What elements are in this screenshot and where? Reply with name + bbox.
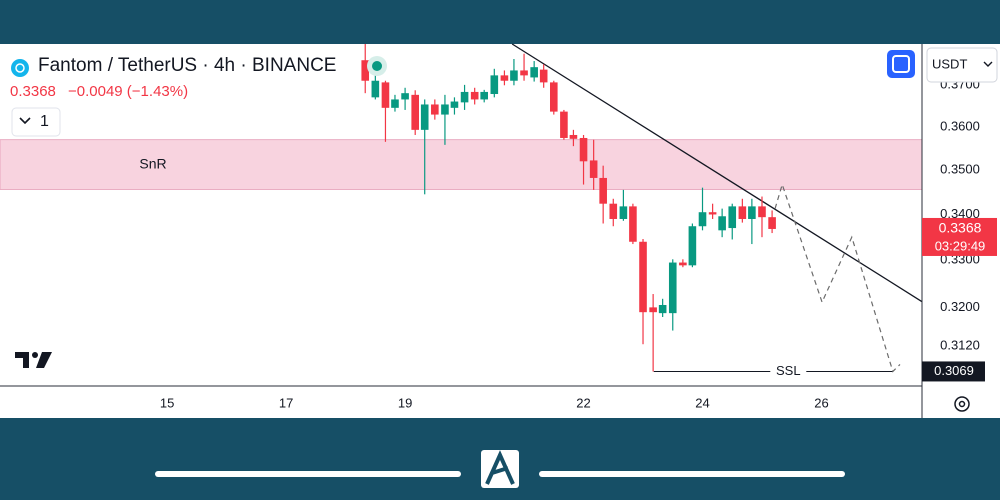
y-tick-label: 0.3120 bbox=[940, 338, 980, 353]
tv-logo bbox=[36, 352, 52, 368]
candle-body bbox=[679, 262, 687, 266]
currency-label: USDT bbox=[932, 56, 967, 71]
candle-body bbox=[411, 94, 419, 130]
candle-body bbox=[401, 93, 409, 100]
candle-body bbox=[520, 70, 528, 76]
candle-body bbox=[718, 216, 726, 231]
candle-body bbox=[599, 177, 607, 204]
indicator-toggle[interactable] bbox=[11, 107, 61, 137]
x-tick-label: 17 bbox=[279, 395, 293, 410]
candle-body bbox=[549, 82, 558, 112]
ssl-label: SSL bbox=[776, 363, 801, 378]
symbol-title[interactable]: Fantom / TetherUS · 4h · BINANCE bbox=[38, 55, 336, 76]
ssl-price-label: 0.3069 bbox=[934, 363, 974, 378]
fullscreen-button[interactable] bbox=[887, 50, 915, 78]
divider bbox=[539, 471, 845, 477]
candle-body bbox=[649, 307, 657, 313]
snr-zone bbox=[0, 139, 923, 190]
candle-body bbox=[510, 70, 518, 81]
last-price-label: 0.3368 bbox=[939, 220, 982, 236]
time-axis: 15 17 19 22 24 26 bbox=[160, 395, 829, 410]
candle-body bbox=[431, 104, 439, 115]
last-price-tag bbox=[922, 217, 997, 256]
divider bbox=[155, 471, 461, 477]
price-axis: 0.37000.36000.35000.34000.33000.32000.31… bbox=[922, 76, 997, 382]
trendline bbox=[511, 43, 923, 303]
candle-body bbox=[768, 217, 776, 229]
indicator-count: 1 bbox=[40, 113, 49, 130]
candle-body bbox=[539, 69, 548, 83]
y-tick-label: 0.3500 bbox=[940, 161, 980, 176]
status-dot bbox=[372, 61, 382, 71]
y-tick-label: 0.3400 bbox=[940, 206, 980, 221]
x-tick-label: 24 bbox=[695, 395, 709, 410]
settings-icon[interactable] bbox=[954, 396, 970, 412]
candle-body bbox=[480, 91, 488, 100]
candle-body bbox=[698, 212, 707, 227]
candle-body bbox=[500, 75, 509, 81]
chevron bbox=[19, 117, 31, 125]
candle-body bbox=[460, 91, 469, 103]
candle-body bbox=[560, 111, 568, 138]
chevron bbox=[983, 61, 993, 67]
brand-logo-mark bbox=[485, 450, 515, 485]
candle-body bbox=[470, 91, 479, 100]
y-tick-label: 0.3200 bbox=[940, 299, 980, 314]
plot: SnR SSL bbox=[0, 43, 923, 381]
candle-body bbox=[688, 226, 697, 266]
candle-body bbox=[668, 262, 677, 314]
fullscreen-icon bbox=[892, 55, 910, 73]
candle-body bbox=[629, 206, 637, 242]
candle-body bbox=[708, 212, 717, 215]
tv-logo bbox=[32, 352, 38, 358]
candle-body bbox=[569, 134, 578, 139]
settings-icon-inner bbox=[958, 400, 966, 408]
candle-body bbox=[371, 80, 380, 98]
candle-body bbox=[490, 75, 499, 95]
zone-label: SnR bbox=[139, 155, 166, 171]
candle-body bbox=[639, 241, 647, 313]
symbol-icon-inner bbox=[15, 63, 25, 73]
candle-body bbox=[391, 99, 399, 108]
candle-body bbox=[420, 104, 429, 130]
candle-body bbox=[658, 304, 667, 314]
projection-path bbox=[774, 182, 901, 373]
x-tick-label: 26 bbox=[814, 395, 828, 410]
candle-body bbox=[361, 60, 370, 81]
x-tick-label: 19 bbox=[398, 395, 412, 410]
candle-body bbox=[579, 137, 588, 162]
price-change: −0.0049 (−1.43%) bbox=[68, 83, 188, 100]
chart-area bbox=[0, 44, 1000, 418]
ssl-price-tag bbox=[922, 361, 985, 382]
tv-logo bbox=[15, 352, 29, 368]
top-bar bbox=[0, 0, 1000, 44]
candle-body bbox=[728, 206, 737, 229]
x-tick-label: 22 bbox=[576, 395, 590, 410]
x-tick-label: 15 bbox=[160, 395, 174, 410]
currency-select[interactable] bbox=[926, 47, 998, 83]
candle-body bbox=[758, 206, 766, 218]
last-price: 0.3368 bbox=[10, 83, 56, 100]
countdown-label: 03:29:49 bbox=[935, 238, 986, 253]
candle-body bbox=[441, 104, 449, 115]
candle-body bbox=[738, 206, 747, 219]
candle-body bbox=[609, 203, 618, 219]
candle-body bbox=[530, 67, 538, 78]
candle-body bbox=[619, 206, 628, 219]
candle-body bbox=[381, 82, 390, 108]
ssl-label-bg bbox=[770, 362, 807, 381]
candle-body bbox=[589, 160, 598, 178]
symbol-icon bbox=[11, 59, 29, 77]
candle-body bbox=[450, 101, 459, 108]
y-tick-label: 0.3600 bbox=[940, 118, 980, 133]
candle-body bbox=[748, 206, 756, 219]
